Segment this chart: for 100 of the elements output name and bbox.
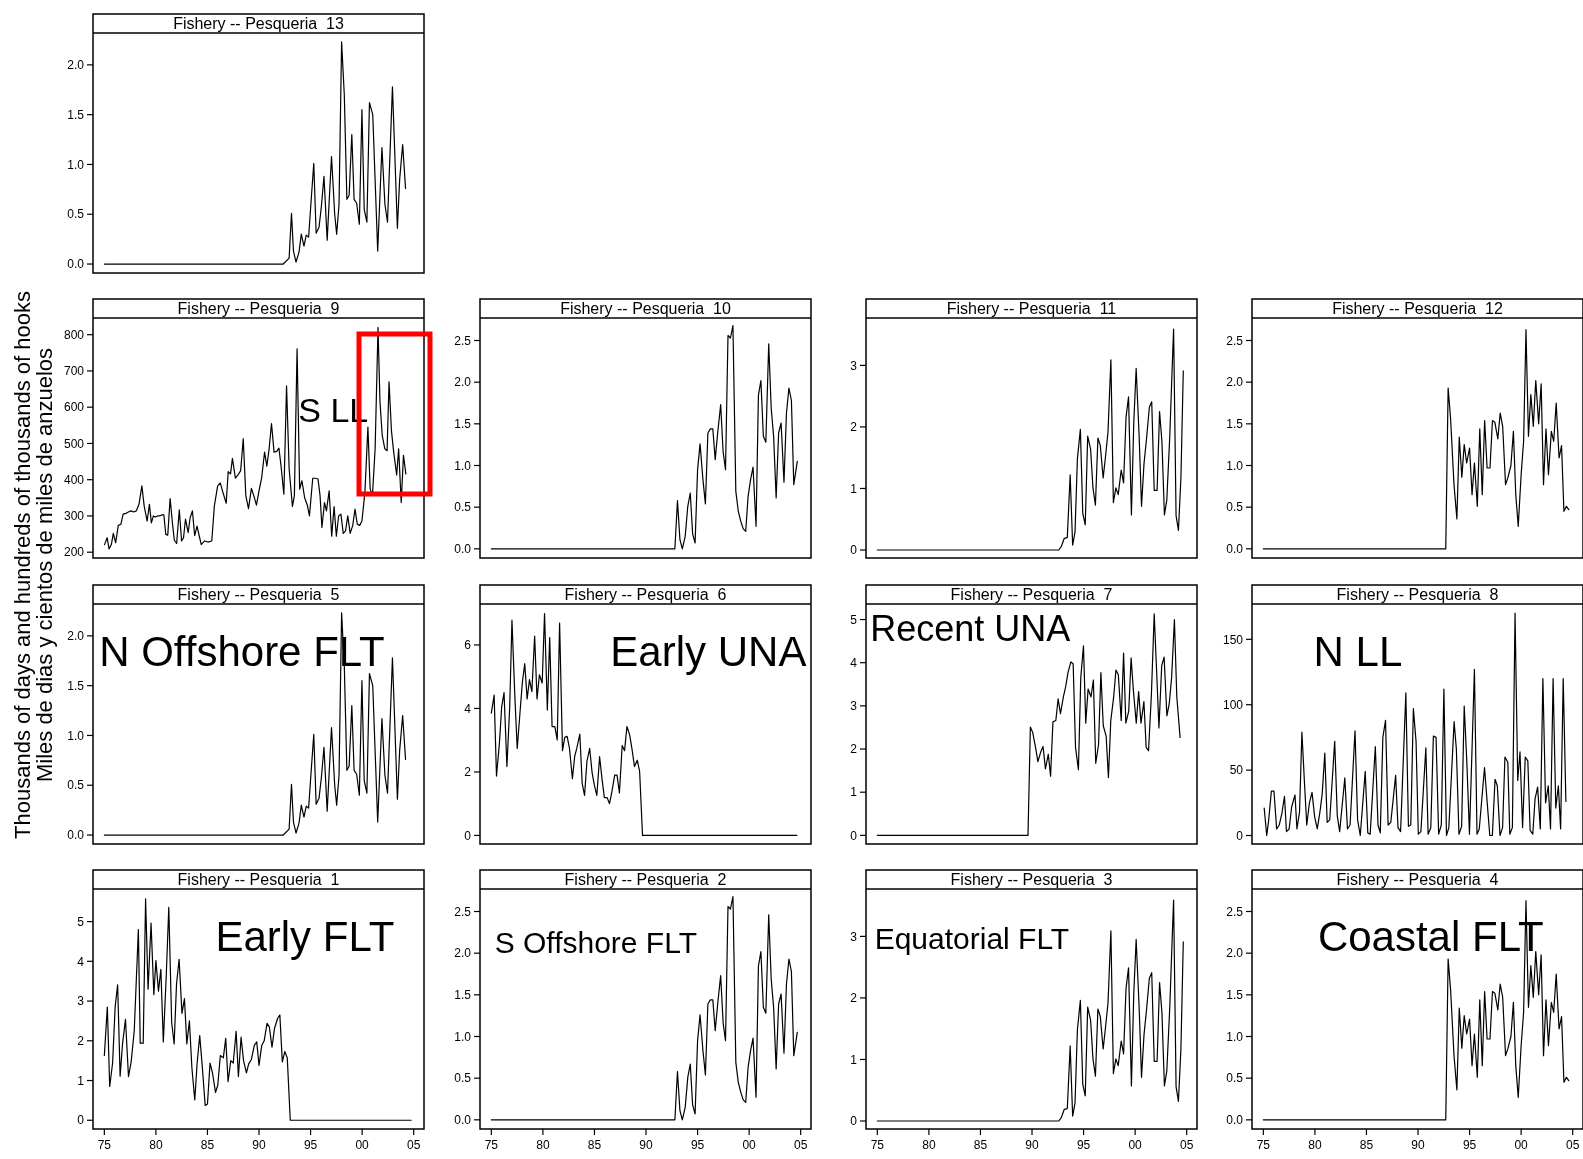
y-tick-label: 2.0 (67, 629, 85, 644)
y-tick-label: 0 (464, 828, 472, 843)
y-tick-label: 3 (850, 358, 858, 373)
y-tick-label: 2.0 (67, 58, 85, 73)
y-tick-label: 1.0 (454, 1029, 472, 1044)
x-tick-label: 00 (742, 1138, 757, 1152)
annotation: Equatorial FLT (874, 922, 1070, 955)
y-tick-label: 2.0 (454, 375, 472, 390)
x-tick-label: 80 (149, 1138, 163, 1152)
y-tick-label: 2.5 (454, 904, 472, 919)
y-tick-label: 0.5 (1226, 1071, 1244, 1086)
x-tick-label: 85 (1359, 1138, 1374, 1152)
y-tick-label: 4 (464, 701, 472, 716)
annotation: S Offshore FLT (494, 926, 697, 959)
y-tick-label: 700 (63, 364, 85, 379)
line-series (490, 895, 798, 1121)
y-tick-label: 0.0 (67, 828, 85, 843)
y-tick-label: 2 (77, 1033, 85, 1048)
annotation: Recent UNA (870, 608, 1071, 649)
x-tick-label: 90 (1025, 1138, 1040, 1152)
y-tick-label: 2 (464, 765, 472, 780)
line-series (103, 612, 407, 836)
y-tick-label: 0.5 (1226, 500, 1244, 515)
y-tick-label: 150 (1222, 632, 1244, 647)
chart-title: Fishery -- Pesqueria 11 (946, 300, 1117, 317)
y-tick-label: 0.5 (454, 1071, 472, 1086)
x-tick-label: 00 (1128, 1138, 1143, 1152)
x-tick-label: 90 (252, 1138, 267, 1152)
x-tick-label: 80 (536, 1138, 550, 1152)
chart-title: Fishery -- Pesqueria 2 (564, 871, 727, 888)
line-series (103, 326, 407, 550)
x-tick-label: 95 (1462, 1138, 1477, 1152)
x-tick-label: 75 (870, 1138, 885, 1152)
y-tick-label: 600 (63, 400, 85, 415)
chart-title: Fishery -- Pesqueria 10 (560, 300, 731, 317)
y-tick-label: 200 (63, 545, 85, 560)
y-axis-title: Thousands of days and hundreds of thousands of hooks Miles de dias y cientos de miles de anzuelos (10, 291, 57, 839)
y-tick-label: 0.0 (454, 1113, 472, 1128)
y-tick-label: 3 (850, 699, 858, 714)
y-tick-label: 1.5 (1226, 988, 1244, 1003)
line-series (490, 324, 798, 550)
line-series (103, 41, 407, 265)
y-tick-label: 0 (850, 1114, 858, 1129)
y-tick-label: 1.0 (1226, 458, 1244, 473)
y-tick-label: 0 (1236, 828, 1244, 843)
x-tick-label: 00 (355, 1138, 370, 1152)
x-tick-label: 05 (794, 1138, 808, 1152)
x-tick-label: 00 (1514, 1138, 1529, 1152)
y-tick-label: 2.0 (454, 946, 472, 961)
x-tick-label: 95 (303, 1138, 318, 1152)
y-tick-label: 1.5 (67, 678, 85, 693)
y-tick-label: 2.5 (1226, 333, 1244, 348)
chart-title: Fishery -- Pesqueria 3 (950, 871, 1113, 888)
chart-title: Fishery -- Pesqueria 9 (177, 300, 340, 317)
annotation: N LL (1313, 628, 1403, 675)
y-tick-label: 1 (850, 1052, 858, 1067)
y-tick-label: 300 (63, 509, 85, 524)
y-tick-label: 4 (850, 655, 858, 670)
chart-title: Fishery -- Pesqueria 13 (173, 15, 344, 32)
y-tick-label: 1.0 (67, 157, 85, 172)
chart-title: Fishery -- Pesqueria 12 (1332, 300, 1503, 317)
y-tick-label: 0.0 (1226, 542, 1244, 557)
chart-title: Fishery -- Pesqueria 5 (177, 586, 340, 603)
line-series (1262, 900, 1570, 1121)
y-tick-label: 4 (77, 954, 85, 969)
x-tick-label: 85 (200, 1138, 215, 1152)
y-tick-label: 0 (850, 543, 858, 558)
x-tick-label: 05 (407, 1138, 421, 1152)
y-tick-label: 2 (850, 991, 858, 1006)
y-tick-label: 1.0 (1226, 1029, 1244, 1044)
x-tick-label: 75 (1256, 1138, 1271, 1152)
line-series (1263, 612, 1567, 837)
x-tick-label: 95 (1076, 1138, 1091, 1152)
line-series (876, 899, 1184, 1122)
x-tick-label: 05 (1180, 1138, 1194, 1152)
x-tick-label: 90 (639, 1138, 654, 1152)
chart-title: Fishery -- Pesqueria 8 (1336, 586, 1499, 603)
x-tick-label: 95 (690, 1138, 705, 1152)
x-tick-label: 75 (484, 1138, 499, 1152)
y-tick-label: 1 (850, 785, 858, 800)
y-tick-label: 50 (1229, 763, 1244, 778)
x-tick-label: 75 (97, 1138, 112, 1152)
x-tick-label: 85 (587, 1138, 602, 1152)
y-tick-label: 2 (850, 742, 858, 757)
y-tick-label: 2.0 (1226, 375, 1244, 390)
y-tick-label: 0.5 (454, 500, 472, 515)
y-tick-label: 1.5 (1226, 417, 1244, 432)
y-tick-label: 0 (77, 1113, 85, 1128)
line-series (103, 898, 412, 1121)
y-tick-label: 1 (77, 1073, 85, 1088)
line-series (876, 328, 1184, 551)
y-tick-label: 400 (63, 472, 85, 487)
y-tick-label: 1.5 (454, 988, 472, 1003)
y-tick-label: 3 (850, 929, 858, 944)
y-tick-label: 500 (63, 436, 85, 451)
x-tick-label: 90 (1411, 1138, 1426, 1152)
annotation: Early FLT (215, 913, 395, 960)
y-tick-label: 2.5 (1226, 904, 1244, 919)
y-tick-label: 2.5 (454, 333, 472, 348)
x-tick-label: 85 (973, 1138, 988, 1152)
